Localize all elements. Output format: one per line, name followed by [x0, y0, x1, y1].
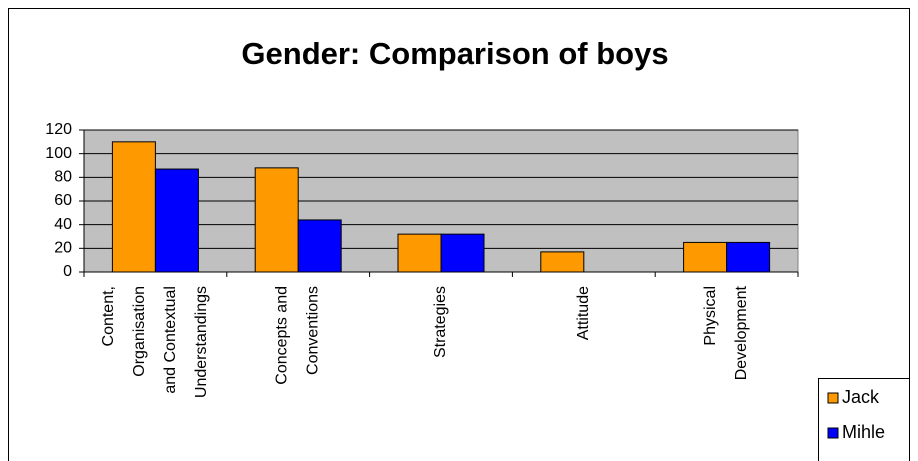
x-tick-label: Content, Organisation and Contextual Unders…: [100, 286, 210, 398]
y-tick-label: 100: [45, 145, 72, 162]
y-tick-label: 0: [63, 263, 72, 280]
legend-label: Jack: [842, 387, 880, 407]
bar: [726, 241, 771, 273]
bar: [397, 233, 442, 273]
y-tick-label: 40: [54, 216, 72, 233]
legend-swatch: [827, 392, 839, 404]
y-tick-label: 20: [54, 240, 72, 257]
bar: [254, 167, 299, 273]
x-tick-label: Physical Development: [702, 285, 750, 380]
bar: [540, 251, 585, 273]
chart-title: Gender: Comparison of boys: [241, 36, 668, 71]
bar: [297, 219, 342, 273]
x-tick-label: Attitude: [575, 286, 592, 340]
bar: [440, 233, 485, 273]
y-tick-label: 80: [54, 169, 72, 186]
x-tick-label: Strategies: [432, 286, 449, 358]
bar: [154, 168, 199, 273]
bar: [111, 141, 156, 273]
y-tick-label: 60: [54, 192, 72, 209]
legend-label: Mihle: [842, 422, 885, 442]
legend: [818, 378, 910, 461]
legend-swatch: [827, 427, 839, 439]
y-tick-label: 120: [45, 121, 72, 138]
bar: [683, 241, 728, 273]
x-tick-label: Concepts and Conventions: [274, 286, 322, 385]
